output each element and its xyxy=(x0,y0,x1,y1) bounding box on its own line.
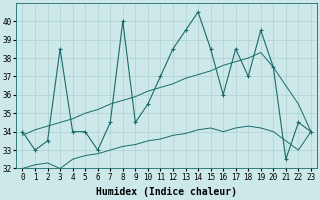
X-axis label: Humidex (Indice chaleur): Humidex (Indice chaleur) xyxy=(96,187,237,197)
